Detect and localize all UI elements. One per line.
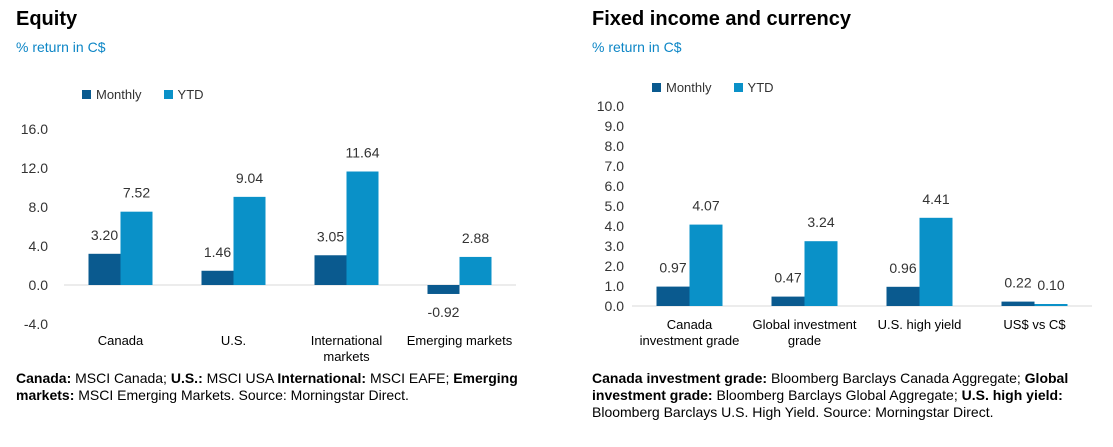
bar-monthly-0 bbox=[88, 253, 121, 285]
category-label: investment grade bbox=[640, 333, 740, 348]
footnote-text: MSCI Emerging Markets. Source: Morningst… bbox=[74, 387, 409, 403]
data-label: 1.46 bbox=[204, 244, 231, 260]
category-label: Emerging markets bbox=[407, 333, 513, 348]
y-tick-label: 2.0 bbox=[605, 258, 625, 274]
footnote-text: MSCI Canada; bbox=[71, 370, 171, 386]
legend-label-ytd: YTD bbox=[177, 87, 204, 102]
bar-monthly-2 bbox=[314, 255, 347, 285]
legend-swatch-monthly bbox=[82, 90, 91, 99]
y-tick-label: 12.0 bbox=[21, 160, 48, 176]
category-label: markets bbox=[323, 349, 370, 364]
category-label: grade bbox=[788, 333, 821, 348]
category-label: International bbox=[311, 333, 383, 348]
data-label: 7.52 bbox=[123, 185, 150, 201]
y-tick-label: -4.0 bbox=[24, 316, 48, 332]
equity-panel: Equity % return in C$ Monthly YTD 16.0 12… bbox=[0, 0, 556, 447]
category-label: U.S. bbox=[221, 333, 246, 348]
data-label: 2.88 bbox=[462, 230, 489, 246]
fixed-income-panel: Fixed income and currency % return in C$… bbox=[590, 0, 1113, 447]
legend-swatch-ytd bbox=[733, 83, 743, 92]
bar-ytd-3 bbox=[459, 256, 492, 285]
bar-ytd-3 bbox=[1034, 304, 1068, 306]
data-label: 0.22 bbox=[1004, 275, 1031, 291]
y-tick-label: 16.0 bbox=[21, 121, 48, 137]
chart-subtitle: % return in C$ bbox=[16, 39, 106, 55]
category-label: Global investment bbox=[752, 317, 856, 332]
y-tick-label: 7.0 bbox=[605, 158, 625, 174]
data-label: 11.64 bbox=[346, 145, 380, 161]
legend-label-monthly: Monthly bbox=[96, 87, 142, 102]
data-label: 0.96 bbox=[889, 260, 916, 276]
y-tick-label: 3.0 bbox=[605, 238, 625, 254]
y-tick-label: 0.0 bbox=[605, 298, 625, 314]
data-label: 3.24 bbox=[807, 214, 834, 230]
data-label: 9.04 bbox=[236, 170, 263, 186]
legend-item-monthly: Monthly bbox=[82, 87, 142, 102]
chart-subtitle: % return in C$ bbox=[592, 39, 682, 55]
data-label: 0.47 bbox=[774, 270, 801, 286]
data-label: 0.97 bbox=[659, 260, 686, 276]
bar-monthly-3 bbox=[1001, 301, 1035, 306]
legend: Monthly YTD bbox=[82, 87, 226, 102]
legend-label-ytd: YTD bbox=[747, 80, 774, 95]
bar-ytd-1 bbox=[804, 241, 838, 306]
legend-item-ytd: YTD bbox=[163, 87, 204, 102]
footnote-key: International: bbox=[277, 370, 367, 386]
data-label: 3.20 bbox=[91, 227, 118, 243]
y-tick-label: 4.0 bbox=[29, 238, 49, 254]
bar-monthly-0 bbox=[656, 286, 690, 306]
footnote-key: Emerging markets: bbox=[16, 370, 518, 403]
footnote-text: MSCI USA bbox=[202, 370, 278, 386]
bar-ytd-2 bbox=[346, 171, 379, 285]
data-label: -0.92 bbox=[428, 304, 460, 320]
footnote: Canada: MSCI Canada; U.S.: MSCI USA Inte… bbox=[16, 370, 536, 404]
footnote-key: U.S.: bbox=[170, 370, 203, 386]
footnote-key: Canada investment grade: bbox=[592, 370, 768, 386]
y-tick-label: 5.0 bbox=[605, 198, 625, 214]
footnote-text: Bloomberg Barclays U.S. High Yield. Sour… bbox=[592, 404, 994, 420]
bar-ytd-2 bbox=[919, 217, 953, 306]
chart-title: Equity bbox=[16, 8, 78, 30]
bar-monthly-3 bbox=[427, 285, 460, 294]
category-label: U.S. high yield bbox=[878, 317, 962, 332]
data-label: 3.05 bbox=[317, 228, 344, 244]
data-label: 4.07 bbox=[692, 198, 719, 214]
bar-monthly-1 bbox=[201, 270, 234, 285]
category-label: Canada bbox=[667, 317, 713, 332]
legend-swatch-ytd bbox=[163, 90, 173, 99]
legend-label-monthly: Monthly bbox=[666, 80, 712, 95]
legend-swatch-monthly bbox=[652, 83, 661, 92]
legend-item-monthly: Monthly bbox=[652, 80, 712, 95]
y-tick-label: 8.0 bbox=[605, 138, 625, 154]
legend: Monthly YTD bbox=[652, 80, 796, 95]
data-label: 0.10 bbox=[1037, 277, 1064, 293]
footnote-text: Bloomberg Barclays Global Aggregate; bbox=[712, 387, 962, 403]
footnote-text: Bloomberg Barclays Canada Aggregate; bbox=[767, 370, 1025, 386]
bar-monthly-1 bbox=[771, 296, 805, 306]
bar-ytd-0 bbox=[120, 211, 153, 285]
footnote-key: U.S. high yield: bbox=[961, 387, 1063, 403]
bar-ytd-1 bbox=[233, 196, 266, 285]
y-tick-label: 1.0 bbox=[605, 278, 625, 294]
footnote: Canada investment grade: Bloomberg Barcl… bbox=[592, 370, 1102, 421]
equity-bar-chart: 16.0 12.0 8.0 4.0 0.0 -4.0 3.20 7.52 Canada 1.46 9… bbox=[21, 121, 516, 364]
chart-title: Fixed income and currency bbox=[592, 8, 851, 30]
category-label: Canada bbox=[98, 333, 144, 348]
footnote-key: Canada: bbox=[16, 370, 72, 386]
footnote-key: Global investment grade: bbox=[592, 370, 1069, 403]
data-label: 4.41 bbox=[922, 191, 949, 207]
y-tick-label: 4.0 bbox=[605, 218, 625, 234]
legend-item-ytd: YTD bbox=[733, 80, 774, 95]
y-tick-label: 10.0 bbox=[597, 98, 624, 114]
footnote-text: MSCI EAFE; bbox=[366, 370, 454, 386]
y-tick-label: 8.0 bbox=[29, 199, 49, 215]
bar-ytd-0 bbox=[689, 224, 723, 306]
y-tick-label: 0.0 bbox=[29, 277, 49, 293]
y-tick-label: 6.0 bbox=[605, 178, 625, 194]
fixed-income-bar-chart: 10.0 9.0 8.0 7.0 6.0 5.0 4.0 3.0 2.0 1.0 0.0 0.97 4.… bbox=[597, 98, 1092, 348]
category-label: US$ vs C$ bbox=[1003, 317, 1066, 332]
bar-monthly-2 bbox=[886, 286, 920, 306]
y-tick-label: 9.0 bbox=[605, 118, 625, 134]
